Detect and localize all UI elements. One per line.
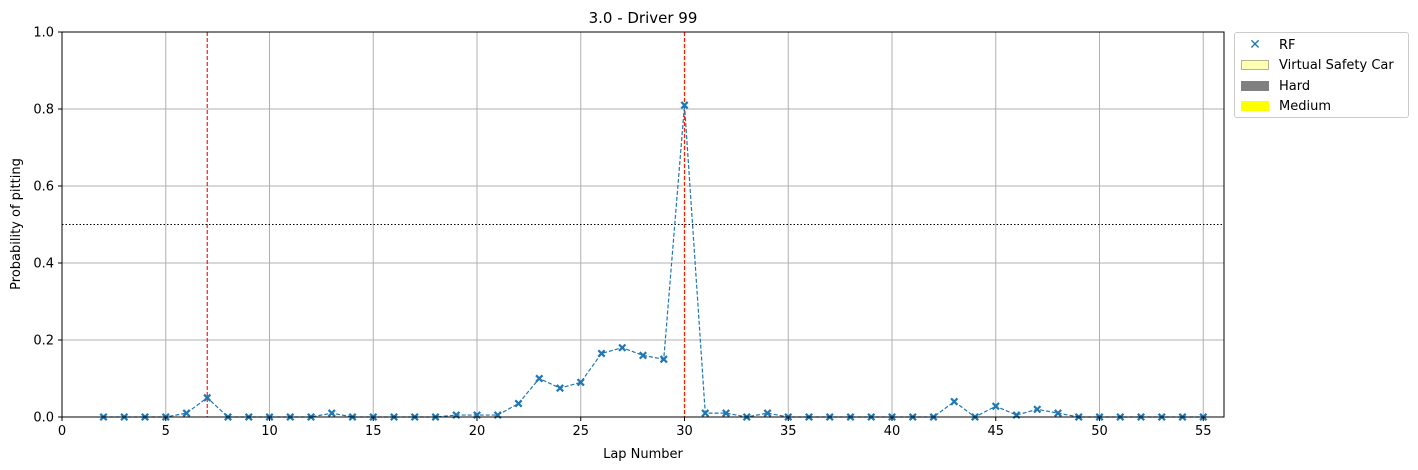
y-axis-label: Probability of pitting — [9, 158, 24, 290]
data-point — [991, 402, 1000, 411]
data-point — [1054, 409, 1062, 418]
x-axis-label: Lap Number — [603, 447, 683, 462]
rf-series — [99, 101, 1208, 421]
x-tick-label: 35 — [780, 424, 797, 439]
y-tick-label: 1.0 — [33, 26, 54, 41]
y-tick-label: 0.0 — [33, 411, 54, 426]
x-axis-ticks: 0 5 10 15 20 25 30 35 40 45 50 55 — [58, 417, 1212, 439]
hard-swatch-icon — [1241, 81, 1269, 91]
vsc-swatch-icon — [1241, 60, 1269, 70]
y-tick-label: 0.2 — [33, 334, 54, 349]
data-point — [950, 397, 959, 406]
x-tick-label: 50 — [1091, 424, 1108, 439]
y-tick-label: 0.6 — [33, 180, 54, 195]
x-tick-label: 25 — [572, 424, 589, 439]
x-tick-label: 0 — [58, 424, 66, 439]
x-tick-label: 40 — [884, 424, 901, 439]
data-point — [597, 349, 606, 358]
legend-entry-vsc: Virtual Safety Car — [1241, 55, 1394, 75]
x-tick-label: 15 — [365, 424, 382, 439]
pit-lap-lines — [206, 32, 686, 417]
data-point — [618, 343, 627, 352]
data-point — [535, 374, 544, 383]
data-point — [763, 409, 772, 418]
plot-frame — [61, 31, 1225, 418]
y-axis-ticks: 0.0 0.2 0.4 0.6 0.8 1.0 — [33, 26, 62, 426]
x-tick-label: 5 — [162, 424, 170, 439]
data-point — [182, 409, 191, 418]
data-point — [680, 101, 689, 110]
series-line — [103, 105, 1204, 418]
legend-label: RF — [1279, 37, 1296, 53]
legend-entry-hard: Hard — [1241, 76, 1310, 96]
x-tick-label: 45 — [987, 424, 1004, 439]
x-tick-label: 30 — [676, 424, 693, 439]
legend-entry-medium: Medium — [1241, 96, 1331, 116]
legend-label: Virtual Safety Car — [1279, 57, 1394, 73]
chart-title: 3.0 - Driver 99 — [589, 9, 698, 27]
legend-label: Medium — [1279, 98, 1331, 114]
y-tick-label: 0.8 — [33, 103, 54, 118]
x-tick-label: 10 — [261, 424, 278, 439]
data-point — [1033, 405, 1042, 414]
data-point — [576, 378, 585, 387]
legend-label: Hard — [1279, 78, 1311, 94]
legend: ✕ RF Virtual Safety Car Hard Medium — [1234, 32, 1409, 118]
x-tick-label: 55 — [1195, 424, 1212, 439]
data-point — [556, 384, 564, 393]
data-point — [203, 393, 212, 402]
data-point — [722, 409, 730, 418]
data-point — [514, 399, 523, 408]
medium-swatch-icon — [1241, 101, 1269, 111]
data-point — [639, 351, 647, 360]
x-marker-icon: ✕ — [1249, 37, 1261, 53]
legend-entry-rf: ✕ RF — [1241, 35, 1296, 55]
x-tick-label: 20 — [469, 424, 486, 439]
data-point — [659, 355, 668, 364]
y-tick-label: 0.4 — [33, 257, 54, 272]
data-point — [701, 409, 710, 418]
data-point — [327, 409, 336, 418]
